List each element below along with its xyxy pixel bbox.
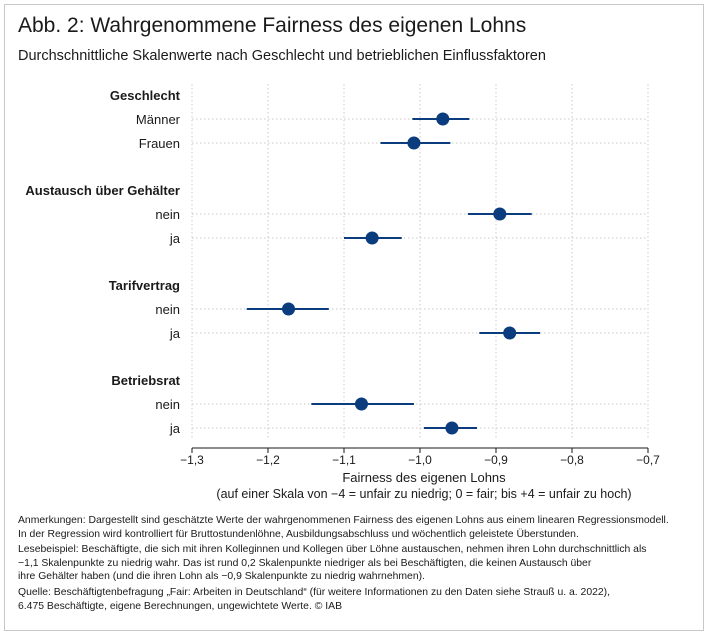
row-label: nein	[155, 207, 180, 222]
group-label: Tarifvertrag	[109, 278, 180, 293]
group-label: Betriebsrat	[111, 373, 180, 388]
estimate-dot	[282, 302, 296, 316]
estimate-dot	[503, 326, 517, 340]
notes-lesebeispiel: Lesebeispiel: Beschäftigte, die sich mit…	[18, 543, 698, 584]
figure-frame	[4, 4, 704, 631]
figure-title: Abb. 2: Wahrgenommene Fairness des eigen…	[18, 14, 527, 37]
estimate-dot	[365, 231, 379, 245]
notes-block: Anmerkungen: Dargestellt sind geschätzte…	[18, 514, 698, 615]
estimate-dot	[354, 397, 368, 411]
x-axis-title: Fairness des eigenen Lohns	[342, 470, 506, 485]
x-tick-label: −0,7	[636, 453, 660, 467]
notes-line: Anmerkungen: Dargestellt sind geschätzte…	[18, 515, 669, 526]
notes-line: ihre Gehälter haben (und die ihren Lohn …	[18, 571, 425, 583]
row-label: ja	[169, 231, 181, 246]
notes-line: −1,1 Skalenpunkte zu niedrig wahr. Das i…	[18, 557, 592, 569]
row-label: Frauen	[139, 136, 180, 151]
figure-subtitle: Durchschnittliche Skalenwerte nach Gesch…	[18, 48, 546, 64]
dot-whisker-chart: Geschlecht Männer Frauen Austausch über Geh…	[25, 84, 660, 501]
x-tick-label: −0,9	[484, 453, 508, 467]
notes-line: 6.475 Beschäftigte, eigene Berechnungen,…	[18, 600, 343, 612]
row-label: nein	[155, 302, 180, 317]
group-label: Geschlecht	[110, 88, 181, 103]
notes-line: In der Regression wird kontrolliert für …	[18, 528, 579, 540]
notes-line: Lesebeispiel: Beschäftigte, die sich mit…	[18, 544, 647, 556]
x-tick-label: −1,1	[332, 453, 356, 467]
row-label: ja	[169, 421, 181, 436]
x-tick-label: −1,2	[256, 453, 280, 467]
estimate-dot	[407, 136, 421, 150]
x-axis-note: (auf einer Skala von −4 = unfair zu nied…	[216, 487, 631, 501]
notes-quelle: Quelle: Beschäftigtenbefragung „Fair: Ar…	[18, 586, 698, 613]
x-tick-label: −1,3	[180, 453, 204, 467]
x-tick-label: −0,8	[560, 453, 584, 467]
row-label: nein	[155, 397, 180, 412]
notes-line: Quelle: Beschäftigtenbefragung „Fair: Ar…	[18, 586, 611, 598]
estimate-dot	[493, 207, 507, 221]
x-tick-label: −1,0	[408, 453, 432, 467]
row-label: ja	[169, 326, 181, 341]
row-label: Männer	[136, 112, 181, 127]
notes-anmerkungen: Anmerkungen: Dargestellt sind geschätzte…	[18, 514, 698, 541]
estimate-dot	[436, 112, 450, 126]
estimate-dot	[445, 421, 459, 435]
group-label: Austausch über Gehälter	[25, 183, 180, 198]
